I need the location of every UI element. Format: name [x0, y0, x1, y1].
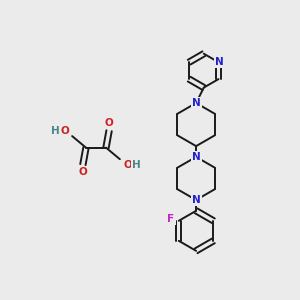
Text: N: N — [215, 57, 224, 67]
Text: H: H — [51, 126, 60, 136]
Text: N: N — [192, 98, 200, 108]
Text: F: F — [167, 214, 175, 224]
Text: N: N — [192, 195, 200, 205]
Text: H: H — [132, 160, 141, 170]
Text: O: O — [60, 126, 69, 136]
Text: O: O — [123, 160, 132, 170]
Text: O: O — [105, 118, 113, 128]
Text: N: N — [192, 152, 200, 162]
Text: O: O — [79, 167, 87, 177]
